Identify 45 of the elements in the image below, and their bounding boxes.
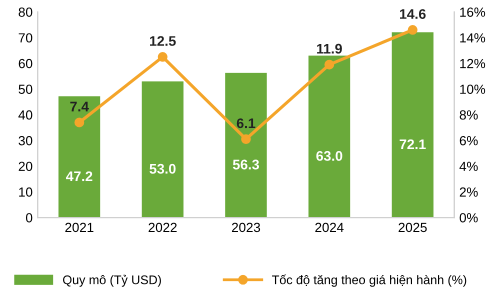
y-tick-label: 50: [18, 84, 32, 94]
y2-tick-label: 4%: [459, 162, 478, 171]
point: [408, 25, 418, 35]
y-tick-label: 70: [18, 33, 32, 43]
y2-tick-label: 10%: [460, 84, 486, 94]
x-tick-label: 2023: [232, 222, 260, 232]
y2-tick-label: 8%: [460, 110, 478, 120]
point: [324, 60, 334, 70]
point: [158, 52, 168, 62]
bar: [58, 96, 100, 218]
data-label: 6.1: [236, 118, 256, 128]
y2-tick-label: 2%: [460, 187, 478, 197]
y2-tick-label: 0%: [460, 213, 478, 222]
data-label: 72.1: [400, 139, 426, 150]
y-tick-label: 20: [18, 162, 32, 172]
legend-label: Quy mô (Tỷ USD): [63, 274, 161, 287]
y-tick-label: 60: [18, 58, 32, 68]
data-label: 63.0: [316, 151, 342, 161]
bar: [225, 72, 267, 218]
bar: [308, 56, 350, 218]
y2-tick-label: 12%: [460, 58, 486, 68]
data-label: 14.6: [400, 9, 426, 19]
x-tick-label: 2022: [148, 222, 177, 232]
point: [74, 118, 84, 128]
point: [241, 134, 251, 144]
data-label: 11.9: [317, 44, 342, 54]
data-label: 47.2: [66, 171, 92, 182]
y-tick-label: 10: [19, 187, 32, 197]
x-tick-label: 2021: [65, 222, 94, 232]
bar: [392, 32, 434, 218]
y-tick-label: 40: [18, 110, 32, 120]
y-tick-label: 0: [26, 213, 32, 222]
x-tick-label: 2024: [315, 222, 344, 232]
y-tick-label: 30: [18, 136, 32, 146]
data-label: 12.5: [150, 36, 176, 46]
y2-tick-label: 6%: [460, 136, 478, 146]
data-label: 53.0: [150, 164, 176, 174]
bar: [142, 81, 184, 218]
y-tick-label: 80: [18, 7, 32, 17]
data-label: 56.3: [232, 160, 259, 170]
x-tick-label: 2025: [398, 222, 427, 232]
legend-label: Tốc độ tăng theo giá hiện hành (%): [272, 274, 466, 287]
y2-tick-label: 14%: [460, 33, 486, 42]
data-label: 7.4: [70, 102, 89, 112]
y2-tick-label: 16%: [460, 7, 486, 17]
